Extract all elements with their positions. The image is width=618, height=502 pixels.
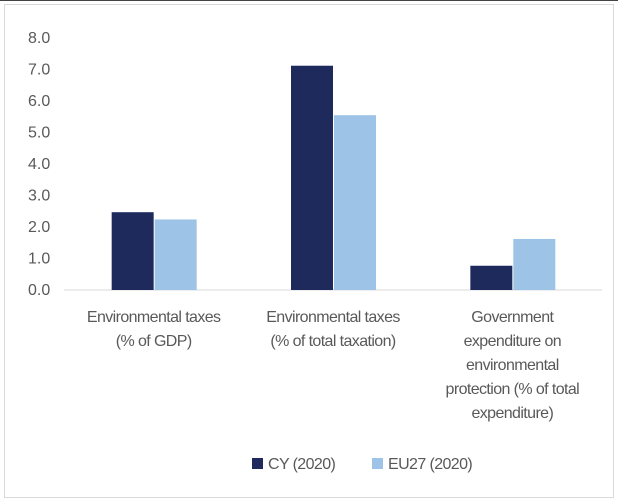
x-category-label: Environmental taxes (% of GDP) [87, 309, 221, 350]
x-category-label-line: protection (% of total [446, 381, 580, 398]
x-axis-labels: Environmental taxes (% of GDP)Environment… [87, 309, 580, 422]
bars [111, 65, 556, 290]
legend-label-cy: CY (2020) [268, 456, 336, 473]
y-tick-label: 8.0 [28, 30, 50, 47]
x-category-label-line: Government [471, 309, 554, 326]
y-tick-label: 7.0 [28, 62, 50, 79]
y-tick-label: 4.0 [28, 156, 50, 173]
y-tick-label: 3.0 [28, 188, 50, 205]
y-tick-label: 5.0 [28, 125, 50, 142]
bar-cy-0 [111, 212, 154, 290]
y-tick-label: 0.0 [28, 282, 50, 299]
top-rule [0, 0, 618, 1]
bar-chart: 0.0 1.0 2.0 3.0 4.0 5.0 6.0 7.0 8.0 Environmenta… [28, 30, 602, 473]
y-tick-label: 2.0 [28, 219, 50, 236]
x-category-label: Government expenditure on environmental pro… [446, 309, 580, 422]
legend: CY (2020) EU27 (2020) [252, 456, 473, 473]
bar-eu27-0 [154, 219, 197, 290]
x-category-label-line: Environmental taxes [266, 309, 400, 326]
x-category-label-line: environmental [466, 357, 559, 374]
legend-label-eu27: EU27 (2020) [388, 456, 472, 473]
x-category-label-line: (% of GDP) [116, 333, 192, 350]
legend-swatch-cy [252, 458, 263, 469]
legend-swatch-eu27 [372, 458, 383, 469]
chart-frame: 0.0 1.0 2.0 3.0 4.0 5.0 6.0 7.0 8.0 Environmenta… [4, 4, 614, 498]
y-tick-label: 1.0 [28, 251, 50, 268]
bar-cy-2 [470, 265, 513, 290]
bar-cy-1 [291, 65, 333, 290]
bar-eu27-1 [334, 115, 376, 290]
x-category-label-line: expenditure) [471, 405, 553, 422]
bar-eu27-2 [513, 238, 556, 290]
x-category-label: Environmental taxes (% of total taxation) [266, 309, 400, 350]
y-tick-label: 6.0 [28, 93, 50, 110]
y-axis-ticks: 0.0 1.0 2.0 3.0 4.0 5.0 6.0 7.0 8.0 [28, 30, 50, 299]
x-category-label-line: expenditure on [464, 333, 561, 350]
x-category-label-line: Environmental taxes [87, 309, 221, 326]
x-category-label-line: (% of total taxation) [270, 333, 396, 350]
